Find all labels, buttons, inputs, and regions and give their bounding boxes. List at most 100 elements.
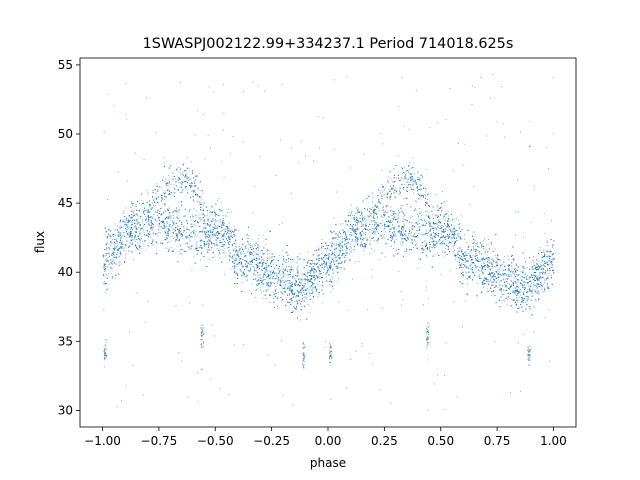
data-point	[293, 296, 295, 298]
data-point	[518, 307, 520, 309]
data-point	[432, 226, 434, 228]
data-point	[308, 285, 310, 287]
data-point	[391, 221, 393, 222]
data-point	[516, 288, 518, 290]
data-point	[291, 281, 292, 283]
data-point	[382, 186, 384, 188]
data-point	[206, 214, 208, 216]
data-point	[339, 223, 341, 225]
data-point	[306, 277, 308, 279]
data-point	[463, 234, 465, 236]
data-point	[414, 181, 416, 183]
data-point	[164, 228, 165, 230]
data-point	[199, 214, 201, 216]
data-point	[176, 169, 178, 171]
data-point	[299, 302, 301, 304]
data-point	[403, 183, 405, 185]
data-point	[428, 211, 430, 213]
data-point	[134, 240, 136, 242]
data-point	[398, 226, 400, 228]
data-point	[446, 245, 448, 247]
data-point	[334, 248, 336, 250]
data-point	[179, 171, 181, 173]
data-point	[486, 258, 488, 260]
data-point	[212, 242, 214, 244]
data-point	[200, 259, 202, 261]
data-point	[221, 236, 223, 238]
data-point	[154, 205, 156, 207]
data-point	[357, 237, 359, 238]
data-point	[403, 238, 405, 240]
data-point	[419, 178, 421, 179]
data-point	[467, 252, 469, 254]
data-point	[126, 236, 128, 238]
data-point	[326, 250, 327, 252]
data-point	[414, 233, 416, 235]
data-point	[531, 299, 533, 301]
data-point	[427, 234, 428, 236]
data-point	[478, 270, 480, 272]
data-point	[116, 245, 118, 247]
data-point	[307, 281, 309, 283]
data-point	[388, 191, 390, 193]
data-point	[416, 187, 418, 189]
data-point	[191, 182, 193, 184]
data-point	[497, 269, 499, 271]
data-point	[135, 203, 137, 205]
data-point	[356, 226, 358, 228]
data-point	[489, 259, 491, 261]
data-point	[445, 247, 446, 249]
data-point	[511, 270, 513, 272]
data-point	[425, 254, 427, 256]
data-point	[384, 226, 386, 227]
data-point	[259, 258, 261, 260]
data-point	[228, 258, 230, 260]
data-point	[352, 226, 354, 228]
data-point	[116, 252, 118, 254]
data-point	[237, 257, 239, 259]
data-point	[112, 239, 114, 241]
data-point	[324, 261, 326, 263]
data-point	[217, 200, 219, 202]
data-point	[250, 245, 252, 246]
data-point	[429, 235, 431, 237]
data-point	[297, 265, 299, 267]
data-point	[146, 225, 148, 227]
data-point	[310, 285, 312, 287]
data-point	[262, 234, 264, 236]
data-point	[439, 225, 441, 227]
data-point	[285, 266, 287, 268]
data-point	[196, 241, 198, 243]
data-point	[523, 284, 525, 286]
data-point	[251, 244, 253, 246]
data-point	[520, 276, 522, 278]
data-point	[394, 228, 395, 230]
data-point	[393, 219, 395, 221]
data-point	[345, 231, 346, 233]
data-point	[414, 173, 415, 175]
data-point	[317, 296, 319, 298]
data-point	[527, 274, 528, 276]
data-point	[486, 248, 487, 250]
data-point	[408, 181, 410, 183]
data-point	[460, 238, 461, 240]
data-point	[191, 219, 193, 221]
data-point	[173, 238, 175, 239]
data-point	[117, 232, 119, 234]
data-point	[258, 249, 259, 251]
data-point	[321, 245, 323, 247]
data-point	[541, 277, 543, 279]
data-point	[120, 247, 122, 249]
data-point	[360, 245, 362, 247]
data-point	[400, 179, 402, 181]
data-point	[215, 243, 217, 245]
data-point	[522, 301, 524, 303]
data-point	[408, 171, 410, 173]
data-point	[521, 300, 523, 302]
data-point	[354, 213, 356, 215]
data-point	[408, 162, 410, 164]
data-point	[122, 235, 124, 237]
data-point	[203, 213, 204, 215]
data-point	[145, 249, 147, 251]
data-point	[139, 232, 141, 234]
